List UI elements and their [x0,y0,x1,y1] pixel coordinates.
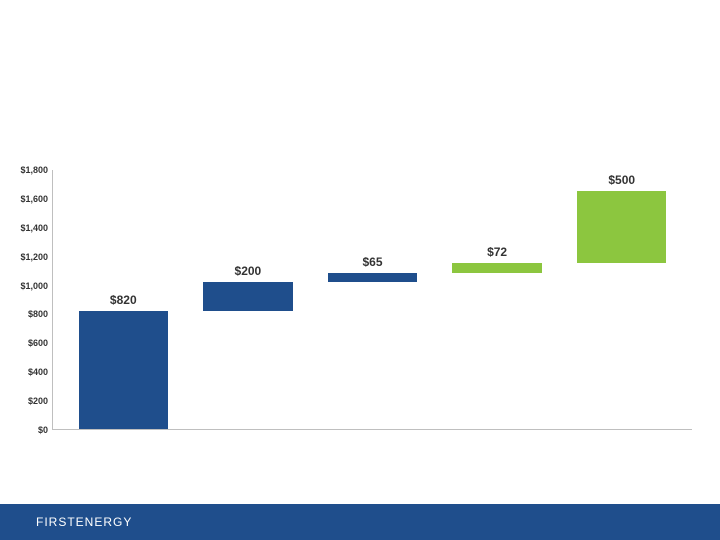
chart-bar: $820 [79,311,168,429]
y-tick-label: $200 [8,396,48,406]
y-tick-label: $1,200 [8,252,48,262]
footer-brand: FIRSTENERGY [36,515,132,529]
y-tick-label: $1,400 [8,223,48,233]
bar-value-label: $65 [328,255,417,269]
y-tick-label: $1,600 [8,194,48,204]
chart-bar: $72 [452,263,541,273]
slide: $0 $200 $400 $600 $800 $1,000 $1,200 $1,400 $1,6… [0,0,720,540]
y-axis: $0$200$400$600$800$1,000$1,200$1,400$1,6… [8,170,48,430]
y-tick-label: $1,800 [8,165,48,175]
y-tick-label: $400 [8,367,48,377]
bar-value-label: $500 [577,173,666,187]
waterfall-chart: $0$200$400$600$800$1,000$1,200$1,400$1,6… [52,170,692,430]
footer-bar: FIRSTENERGY [0,504,720,540]
bar-value-label: $72 [452,245,541,259]
chart-bar: $500 [577,191,666,263]
y-tick-label: $600 [8,338,48,348]
plot-area: $820 $200 $65 $72 $500 [52,170,692,430]
bar-value-label: $200 [203,264,292,278]
chart-bar: $200 [203,282,292,311]
bar-value-label: $820 [79,293,168,307]
y-tick-label: $1,000 [8,281,48,291]
chart-bar: $65 [328,273,417,282]
y-tick-label: $800 [8,309,48,319]
y-tick-label: $0 [8,425,48,435]
